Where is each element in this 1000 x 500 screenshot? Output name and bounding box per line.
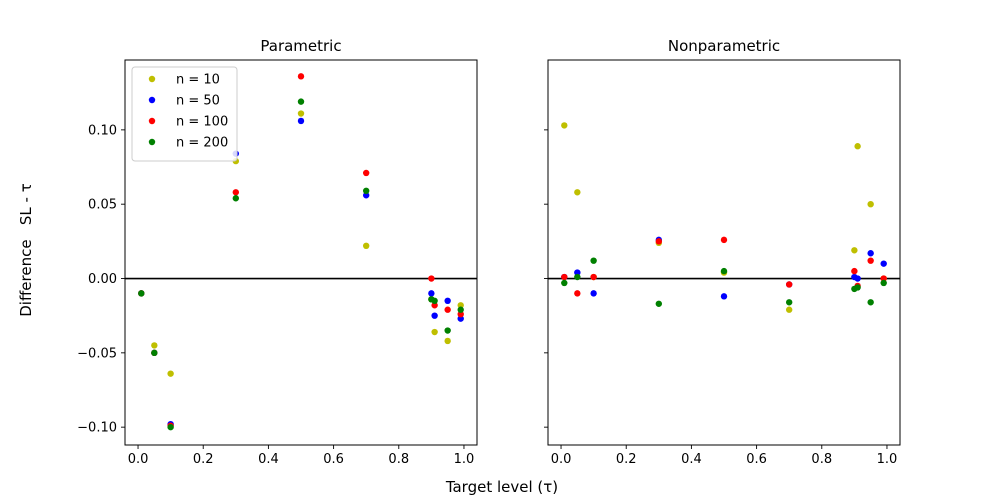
data-point bbox=[655, 300, 663, 307]
data-point bbox=[138, 290, 145, 297]
data-point bbox=[431, 312, 438, 319]
y-tick-label: −0.10 bbox=[77, 421, 117, 436]
data-point bbox=[854, 143, 861, 150]
data-point bbox=[444, 327, 451, 334]
data-point bbox=[854, 284, 861, 291]
y-tick-label: 0.00 bbox=[88, 272, 117, 287]
data-point bbox=[457, 306, 464, 313]
data-point bbox=[880, 279, 887, 287]
data-point bbox=[867, 299, 874, 306]
series-n-200 bbox=[561, 257, 887, 307]
data-point bbox=[431, 302, 438, 309]
data-point bbox=[362, 187, 370, 195]
panel-title: Parametric bbox=[260, 37, 341, 55]
panel-nonparametric: Nonparametric 0.0 0.2 0.4 0.6 0.8 1.0 bbox=[544, 37, 901, 467]
data-point bbox=[457, 310, 464, 318]
legend: n = 10 n = 50 n = 100 n = 200 bbox=[131, 66, 238, 162]
data-point bbox=[590, 290, 597, 297]
legend-frame bbox=[131, 66, 238, 162]
data-point bbox=[151, 342, 158, 349]
x-axis-label: Target level (τ) bbox=[445, 478, 558, 496]
data-point bbox=[867, 250, 874, 257]
x-tick-label: 0.0 bbox=[128, 452, 149, 467]
x-tick-label: 0.2 bbox=[193, 452, 214, 467]
data-point bbox=[574, 269, 581, 276]
data-point bbox=[720, 267, 728, 275]
data-point bbox=[444, 306, 451, 313]
panel-title: Nonparametric bbox=[668, 37, 780, 55]
legend-marker bbox=[148, 138, 156, 146]
legend-marker bbox=[148, 96, 156, 104]
data-point bbox=[167, 370, 174, 377]
data-point bbox=[431, 297, 438, 305]
data-point bbox=[297, 117, 305, 125]
data-point bbox=[431, 328, 438, 336]
data-point bbox=[362, 169, 370, 177]
y-tick-label: 0.05 bbox=[88, 198, 117, 213]
data-point bbox=[428, 275, 435, 282]
data-point bbox=[232, 195, 240, 202]
x-tick-label: 0.2 bbox=[616, 452, 637, 467]
data-point bbox=[574, 189, 581, 196]
data-point bbox=[720, 236, 728, 244]
legend-marker bbox=[148, 75, 156, 83]
data-point bbox=[457, 315, 464, 322]
data-point bbox=[457, 302, 464, 309]
data-point bbox=[880, 260, 887, 267]
legend-label: n = 100 bbox=[176, 115, 228, 130]
data-point bbox=[851, 247, 858, 254]
x-tick-label: 0.4 bbox=[681, 452, 702, 467]
y-tick-label: 0.10 bbox=[88, 123, 117, 138]
x-tick-label: 0.6 bbox=[323, 452, 344, 467]
data-point bbox=[297, 73, 305, 80]
x-tick-label: 0.4 bbox=[258, 452, 279, 467]
data-point bbox=[428, 290, 435, 297]
data-point bbox=[232, 189, 240, 196]
y-axis-label: Difference SL - τ bbox=[17, 183, 35, 317]
plot-frame bbox=[547, 59, 901, 446]
x-tick-label: 0.8 bbox=[388, 452, 409, 467]
data-point bbox=[854, 275, 861, 282]
data-point bbox=[867, 200, 874, 208]
data-point bbox=[362, 242, 370, 250]
data-point bbox=[880, 275, 887, 282]
data-point bbox=[561, 122, 568, 129]
x-tick-label: 0.8 bbox=[811, 452, 832, 467]
data-point bbox=[561, 273, 568, 281]
data-point bbox=[590, 273, 597, 281]
data-point bbox=[297, 98, 305, 105]
legend-label: n = 50 bbox=[176, 94, 220, 109]
panel-parametric: Parametric 0.0 0.2 0.4 0.6 0.8 1.0 −0.10 −0.05 0.… bbox=[77, 37, 478, 467]
data-point bbox=[785, 306, 793, 313]
series-n-200 bbox=[138, 98, 464, 431]
data-point bbox=[851, 267, 858, 275]
data-point bbox=[444, 337, 451, 345]
data-point bbox=[444, 297, 451, 305]
data-point bbox=[785, 299, 793, 306]
data-point bbox=[785, 281, 793, 288]
data-point bbox=[151, 349, 158, 357]
data-point bbox=[561, 279, 568, 287]
data-point bbox=[655, 238, 663, 245]
legend-label: n = 10 bbox=[176, 73, 220, 88]
data-point bbox=[590, 257, 597, 264]
legend-label: n = 200 bbox=[176, 136, 228, 151]
data-point bbox=[867, 257, 874, 264]
plot-frame bbox=[124, 59, 478, 446]
data-point bbox=[362, 192, 370, 199]
data-point bbox=[167, 423, 174, 431]
x-tick-label: 1.0 bbox=[454, 452, 475, 467]
data-point bbox=[574, 273, 581, 281]
series-n-100 bbox=[561, 236, 887, 297]
data-point bbox=[720, 293, 728, 300]
x-tick-label: 1.0 bbox=[877, 452, 898, 467]
x-tick-label: 0.6 bbox=[746, 452, 767, 467]
legend-marker bbox=[148, 117, 156, 125]
x-tick-label: 0.0 bbox=[551, 452, 572, 467]
y-tick-label: −0.05 bbox=[77, 346, 117, 361]
data-point bbox=[574, 290, 581, 297]
data-point bbox=[297, 110, 305, 117]
